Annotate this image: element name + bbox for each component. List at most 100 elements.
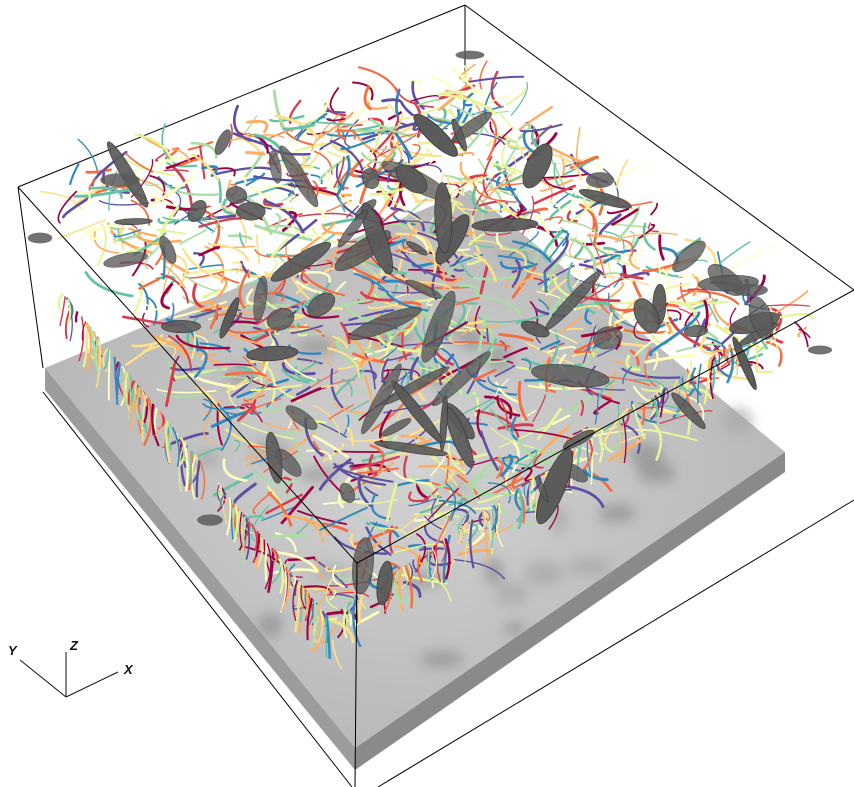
vortex-tube bbox=[732, 336, 757, 390]
streamline bbox=[757, 327, 781, 353]
streamline bbox=[199, 342, 232, 353]
streamline bbox=[448, 498, 469, 507]
streamline bbox=[697, 363, 702, 404]
streamline bbox=[346, 426, 355, 447]
streamline bbox=[602, 272, 621, 276]
streamline bbox=[604, 230, 625, 250]
vortex-tube bbox=[214, 129, 231, 155]
streamline bbox=[188, 264, 224, 270]
streamline bbox=[141, 157, 185, 171]
streamline bbox=[367, 101, 389, 110]
streamline bbox=[329, 87, 340, 112]
streamline bbox=[584, 309, 592, 325]
streamline bbox=[57, 293, 64, 311]
streamline bbox=[618, 232, 678, 240]
streamline bbox=[590, 438, 594, 485]
streamline bbox=[463, 462, 513, 487]
streamline bbox=[530, 477, 535, 511]
streamline bbox=[428, 245, 438, 274]
streamline bbox=[310, 202, 327, 219]
streamline bbox=[569, 155, 599, 170]
streamline bbox=[132, 230, 182, 244]
streamline bbox=[236, 129, 271, 137]
streamline bbox=[268, 224, 305, 240]
streamline bbox=[95, 337, 102, 388]
streamline bbox=[326, 338, 337, 367]
streamline bbox=[501, 144, 518, 175]
streamline bbox=[117, 228, 125, 244]
streamline bbox=[92, 330, 100, 369]
streamline bbox=[620, 433, 646, 444]
streamline bbox=[84, 271, 134, 298]
streamline bbox=[175, 334, 231, 350]
streamline bbox=[238, 269, 250, 309]
streamline bbox=[503, 346, 528, 359]
streamline bbox=[594, 392, 599, 425]
vortex-tube bbox=[159, 235, 177, 264]
streamline bbox=[591, 472, 613, 492]
streamline bbox=[39, 190, 82, 210]
vortex-tube bbox=[339, 482, 356, 503]
streamline bbox=[409, 356, 420, 381]
streamline bbox=[462, 521, 471, 535]
streamline bbox=[165, 265, 186, 289]
streamline bbox=[649, 394, 660, 421]
streamline bbox=[291, 223, 329, 237]
streamline bbox=[274, 532, 297, 553]
streamline bbox=[385, 113, 404, 143]
streamline bbox=[243, 394, 266, 402]
streamline bbox=[533, 184, 576, 205]
streamline bbox=[472, 175, 496, 216]
streamline bbox=[316, 606, 324, 645]
streamline bbox=[479, 511, 487, 534]
streamline bbox=[703, 299, 709, 332]
streamline bbox=[292, 579, 299, 621]
vortex-tube bbox=[376, 560, 393, 606]
streamline bbox=[300, 585, 307, 610]
streamline bbox=[333, 536, 388, 555]
streamline bbox=[220, 492, 227, 509]
streamline bbox=[482, 173, 512, 203]
vortex-tube bbox=[520, 320, 550, 338]
streamline bbox=[245, 514, 264, 521]
streamline bbox=[193, 348, 208, 379]
streamline bbox=[440, 466, 455, 482]
streamline bbox=[85, 168, 112, 174]
streamline bbox=[490, 427, 537, 449]
streamline bbox=[124, 152, 154, 173]
streamline bbox=[477, 158, 494, 187]
streamline bbox=[648, 428, 698, 442]
streamline bbox=[298, 360, 319, 374]
streamline bbox=[444, 174, 465, 196]
streamline bbox=[445, 483, 456, 521]
streamline bbox=[778, 312, 814, 321]
streamline bbox=[290, 324, 323, 334]
streamline bbox=[593, 241, 636, 267]
streamline bbox=[703, 336, 729, 362]
streamline bbox=[265, 493, 303, 515]
streamline bbox=[427, 113, 452, 125]
streamline bbox=[527, 384, 587, 390]
streamline bbox=[511, 240, 552, 263]
streamline bbox=[652, 351, 659, 371]
streamline bbox=[766, 304, 810, 307]
vortex-tube bbox=[585, 172, 615, 188]
streamline bbox=[240, 260, 249, 274]
streamline bbox=[94, 185, 125, 194]
streamline bbox=[330, 132, 354, 154]
streamline bbox=[350, 390, 374, 394]
streamline bbox=[332, 335, 349, 349]
streamline bbox=[351, 345, 402, 361]
streamline bbox=[548, 155, 595, 165]
vortex-tube bbox=[348, 306, 422, 341]
streamline bbox=[617, 418, 625, 440]
streamline bbox=[496, 176, 517, 191]
streamline bbox=[338, 119, 367, 130]
streamline bbox=[330, 368, 344, 409]
streamline bbox=[364, 486, 379, 497]
streamline bbox=[334, 401, 365, 414]
streamline bbox=[190, 141, 218, 159]
streamline bbox=[472, 181, 517, 203]
floor-blob bbox=[494, 581, 528, 606]
streamline bbox=[204, 245, 225, 284]
